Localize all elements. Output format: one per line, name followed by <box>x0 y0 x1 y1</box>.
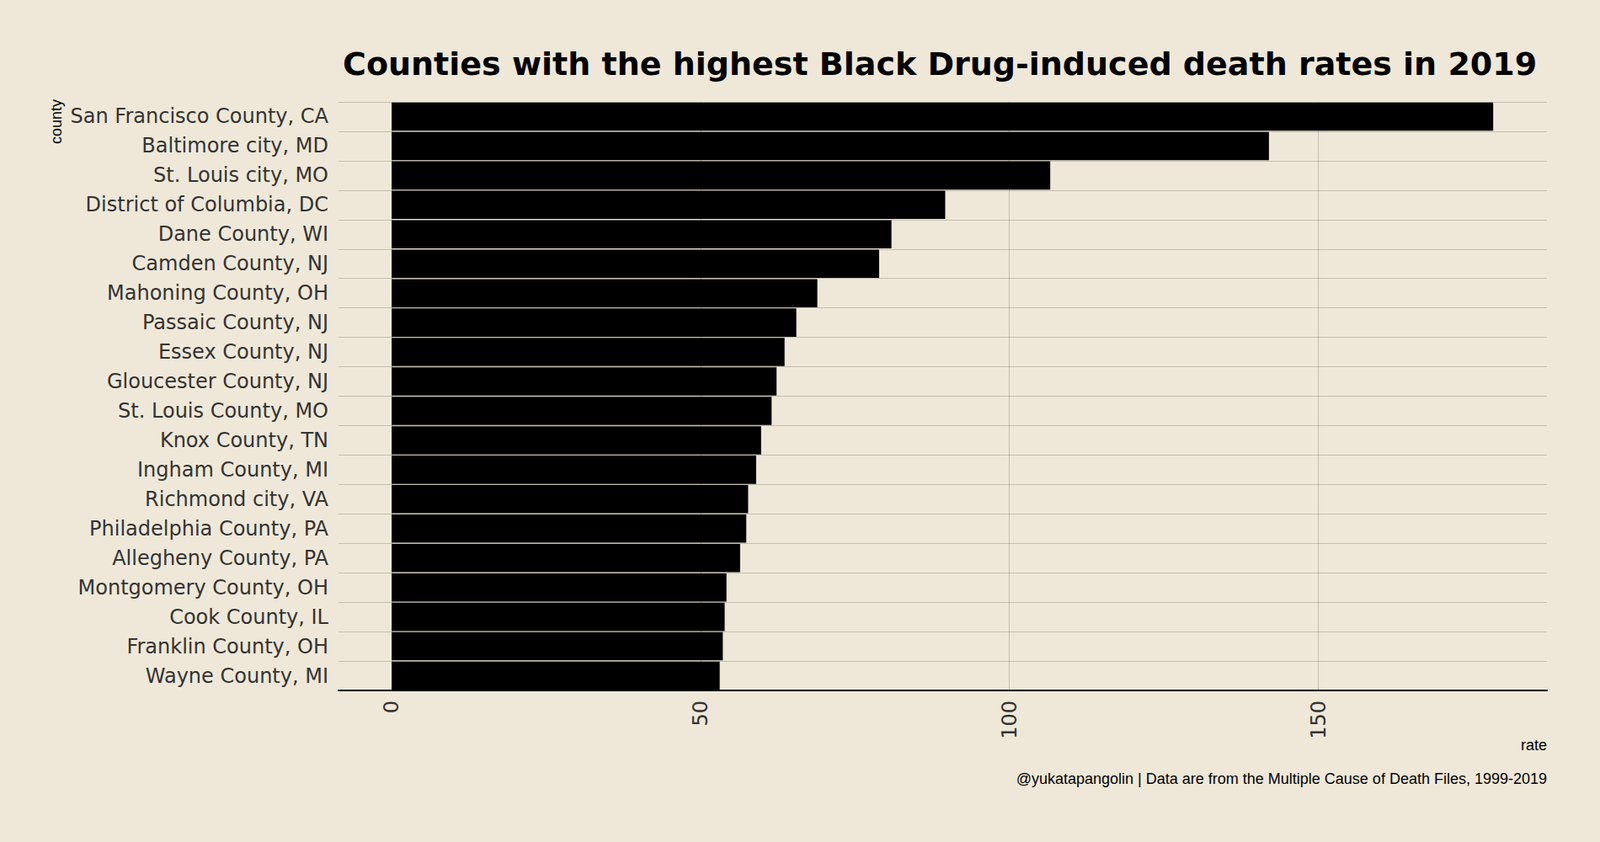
svg-text:50: 50 <box>688 700 713 727</box>
svg-text:Wayne County, MI: Wayne County, MI <box>145 664 329 688</box>
svg-text:Dane County, WI: Dane County, WI <box>158 222 329 246</box>
svg-text:@yukatapangolin | Data are fro: @yukatapangolin | Data are from the Mult… <box>1016 770 1547 788</box>
svg-text:Richmond city, VA: Richmond city, VA <box>144 487 330 512</box>
svg-text:county: county <box>48 99 65 144</box>
svg-text:Montgomery County, OH: Montgomery County, OH <box>78 576 329 600</box>
svg-text:Ingham County, MI: Ingham County, MI <box>137 458 329 482</box>
svg-text:Philadelphia County, PA: Philadelphia County, PA <box>89 517 330 541</box>
svg-text:Essex County, NJ: Essex County, NJ <box>158 340 329 364</box>
svg-text:Knox County, TN: Knox County, TN <box>160 428 329 453</box>
svg-text:100: 100 <box>997 700 1022 740</box>
svg-text:San Francisco County, CA: San Francisco County, CA <box>70 104 330 128</box>
svg-text:Mahoning County, OH: Mahoning County, OH <box>106 281 329 305</box>
svg-text:District of Columbia, DC: District of Columbia, DC <box>85 192 329 217</box>
svg-text:0: 0 <box>379 700 404 714</box>
svg-text:Baltimore city, MD: Baltimore city, MD <box>141 133 329 158</box>
svg-text:150: 150 <box>1306 700 1331 740</box>
svg-text:rate: rate <box>1520 736 1547 754</box>
svg-text:Allegheny County, PA: Allegheny County, PA <box>112 546 329 571</box>
svg-text:Gloucester County, NJ: Gloucester County, NJ <box>106 369 329 394</box>
svg-text:Cook County, IL: Cook County, IL <box>169 605 329 630</box>
svg-text:Passaic County, NJ: Passaic County, NJ <box>142 310 329 335</box>
svg-text:Camden County, NJ: Camden County, NJ <box>132 251 329 276</box>
svg-text:St. Louis city, MO: St. Louis city, MO <box>153 163 329 187</box>
svg-text:Counties with the highest Blac: Counties with the highest Black Drug-ind… <box>342 45 1537 83</box>
svg-text:Franklin County, OH: Franklin County, OH <box>126 634 329 659</box>
svg-text:St. Louis County, MO: St. Louis County, MO <box>117 399 329 423</box>
